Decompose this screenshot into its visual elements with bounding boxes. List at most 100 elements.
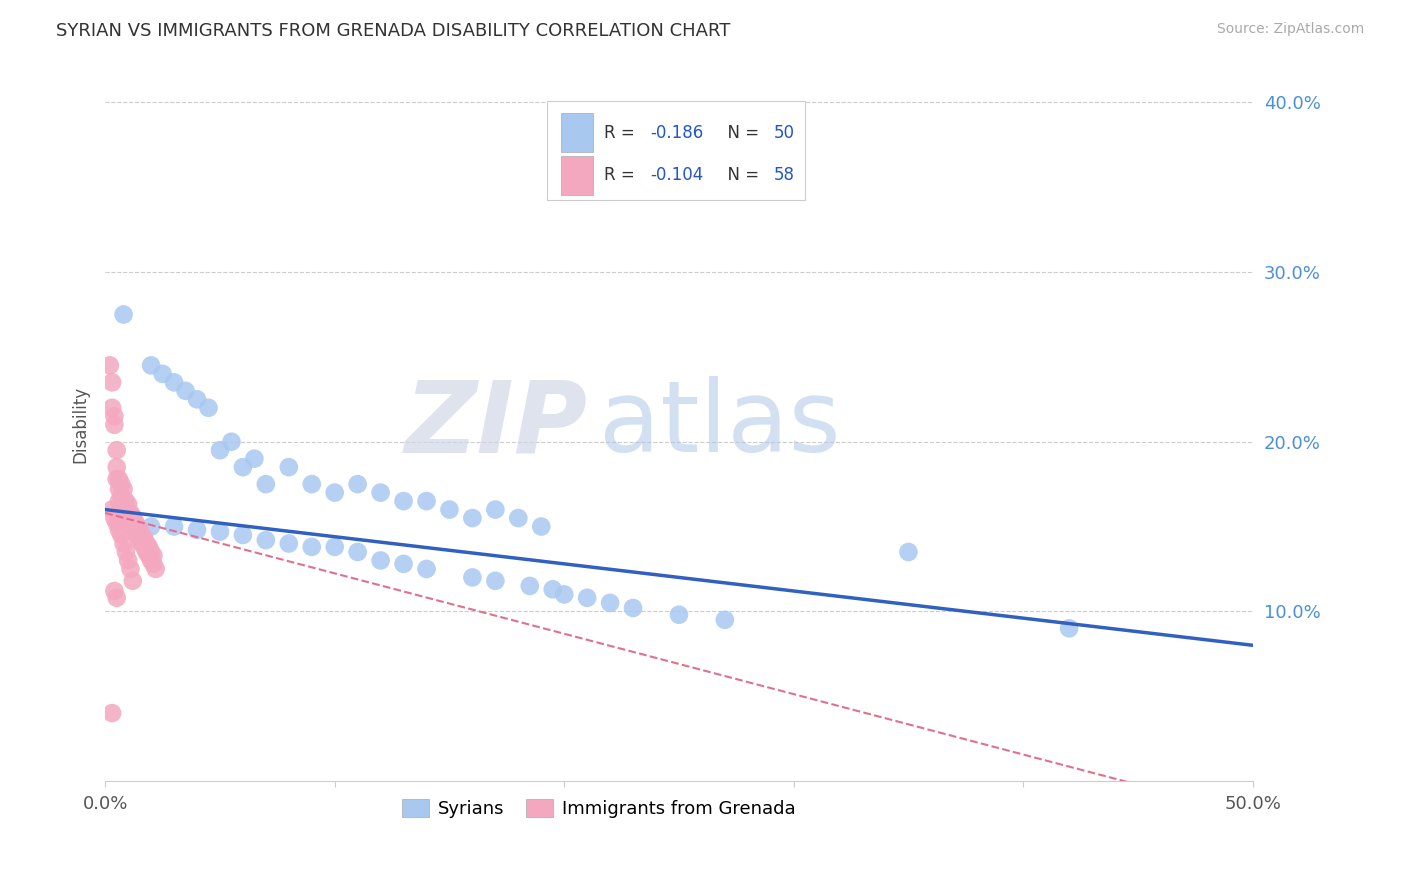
Point <box>112 482 135 496</box>
Point <box>108 472 131 486</box>
Point <box>142 549 165 563</box>
Point <box>186 523 208 537</box>
Point <box>346 545 368 559</box>
Point <box>139 519 162 533</box>
Point <box>135 536 157 550</box>
Point <box>370 553 392 567</box>
Point <box>101 401 124 415</box>
Point <box>152 367 174 381</box>
Point <box>439 502 461 516</box>
Point <box>124 523 146 537</box>
Point <box>134 532 156 546</box>
Text: 58: 58 <box>775 167 796 185</box>
Point <box>112 536 135 550</box>
Point <box>323 485 346 500</box>
Point <box>121 574 143 588</box>
Point <box>392 557 415 571</box>
Point <box>897 545 920 559</box>
Point <box>461 570 484 584</box>
Point <box>117 511 139 525</box>
Point <box>508 511 530 525</box>
Point <box>254 477 277 491</box>
Point <box>103 511 125 525</box>
Point <box>101 706 124 720</box>
Point <box>120 562 142 576</box>
Text: SYRIAN VS IMMIGRANTS FROM GRENADA DISABILITY CORRELATION CHART: SYRIAN VS IMMIGRANTS FROM GRENADA DISABI… <box>56 22 731 40</box>
Point <box>1057 621 1080 635</box>
Point <box>145 562 167 576</box>
Point <box>105 516 128 530</box>
Text: N =: N = <box>717 167 765 185</box>
Point <box>115 494 138 508</box>
Text: 50: 50 <box>775 124 796 142</box>
FancyBboxPatch shape <box>561 156 593 195</box>
Point <box>208 443 231 458</box>
FancyBboxPatch shape <box>561 113 593 153</box>
Point <box>232 460 254 475</box>
Point <box>599 596 621 610</box>
Point <box>101 502 124 516</box>
Point <box>128 533 150 548</box>
Text: N =: N = <box>717 124 765 142</box>
Point <box>98 359 121 373</box>
Point <box>530 519 553 533</box>
Point <box>120 516 142 530</box>
Point <box>108 523 131 537</box>
Point <box>120 506 142 520</box>
Point <box>484 574 506 588</box>
Point <box>138 549 160 563</box>
Point <box>108 482 131 496</box>
Point <box>105 591 128 605</box>
Point <box>127 528 149 542</box>
Point <box>221 434 243 449</box>
Point <box>108 494 131 508</box>
Point <box>110 528 132 542</box>
Point <box>110 489 132 503</box>
FancyBboxPatch shape <box>547 101 806 201</box>
Point <box>576 591 599 605</box>
Point <box>553 587 575 601</box>
Point <box>101 376 124 390</box>
Point <box>277 536 299 550</box>
Point <box>197 401 219 415</box>
Point <box>117 498 139 512</box>
Point <box>112 506 135 520</box>
Point <box>121 509 143 524</box>
Point <box>112 308 135 322</box>
Point <box>139 545 162 559</box>
Point <box>142 557 165 571</box>
Point <box>232 528 254 542</box>
Point <box>243 451 266 466</box>
Text: R =: R = <box>605 124 640 142</box>
Point <box>103 409 125 424</box>
Point <box>105 472 128 486</box>
Point <box>323 540 346 554</box>
Point <box>461 511 484 525</box>
Point <box>110 499 132 513</box>
Point <box>668 607 690 622</box>
Point <box>112 494 135 508</box>
Point <box>541 582 564 597</box>
Point <box>121 519 143 533</box>
Point <box>105 460 128 475</box>
Point <box>138 540 160 554</box>
Point <box>254 533 277 548</box>
Point <box>174 384 197 398</box>
Point <box>621 601 644 615</box>
Point <box>131 536 153 550</box>
Text: R =: R = <box>605 167 640 185</box>
Point <box>519 579 541 593</box>
Text: -0.104: -0.104 <box>651 167 703 185</box>
Point <box>370 485 392 500</box>
Point <box>115 545 138 559</box>
Text: -0.186: -0.186 <box>651 124 703 142</box>
Legend: Syrians, Immigrants from Grenada: Syrians, Immigrants from Grenada <box>395 791 803 825</box>
Point <box>163 376 186 390</box>
Text: Source: ZipAtlas.com: Source: ZipAtlas.com <box>1216 22 1364 37</box>
Point <box>103 584 125 599</box>
Point <box>301 477 323 491</box>
Point <box>346 477 368 491</box>
Point <box>208 524 231 539</box>
Point <box>163 519 186 533</box>
Point <box>277 460 299 475</box>
